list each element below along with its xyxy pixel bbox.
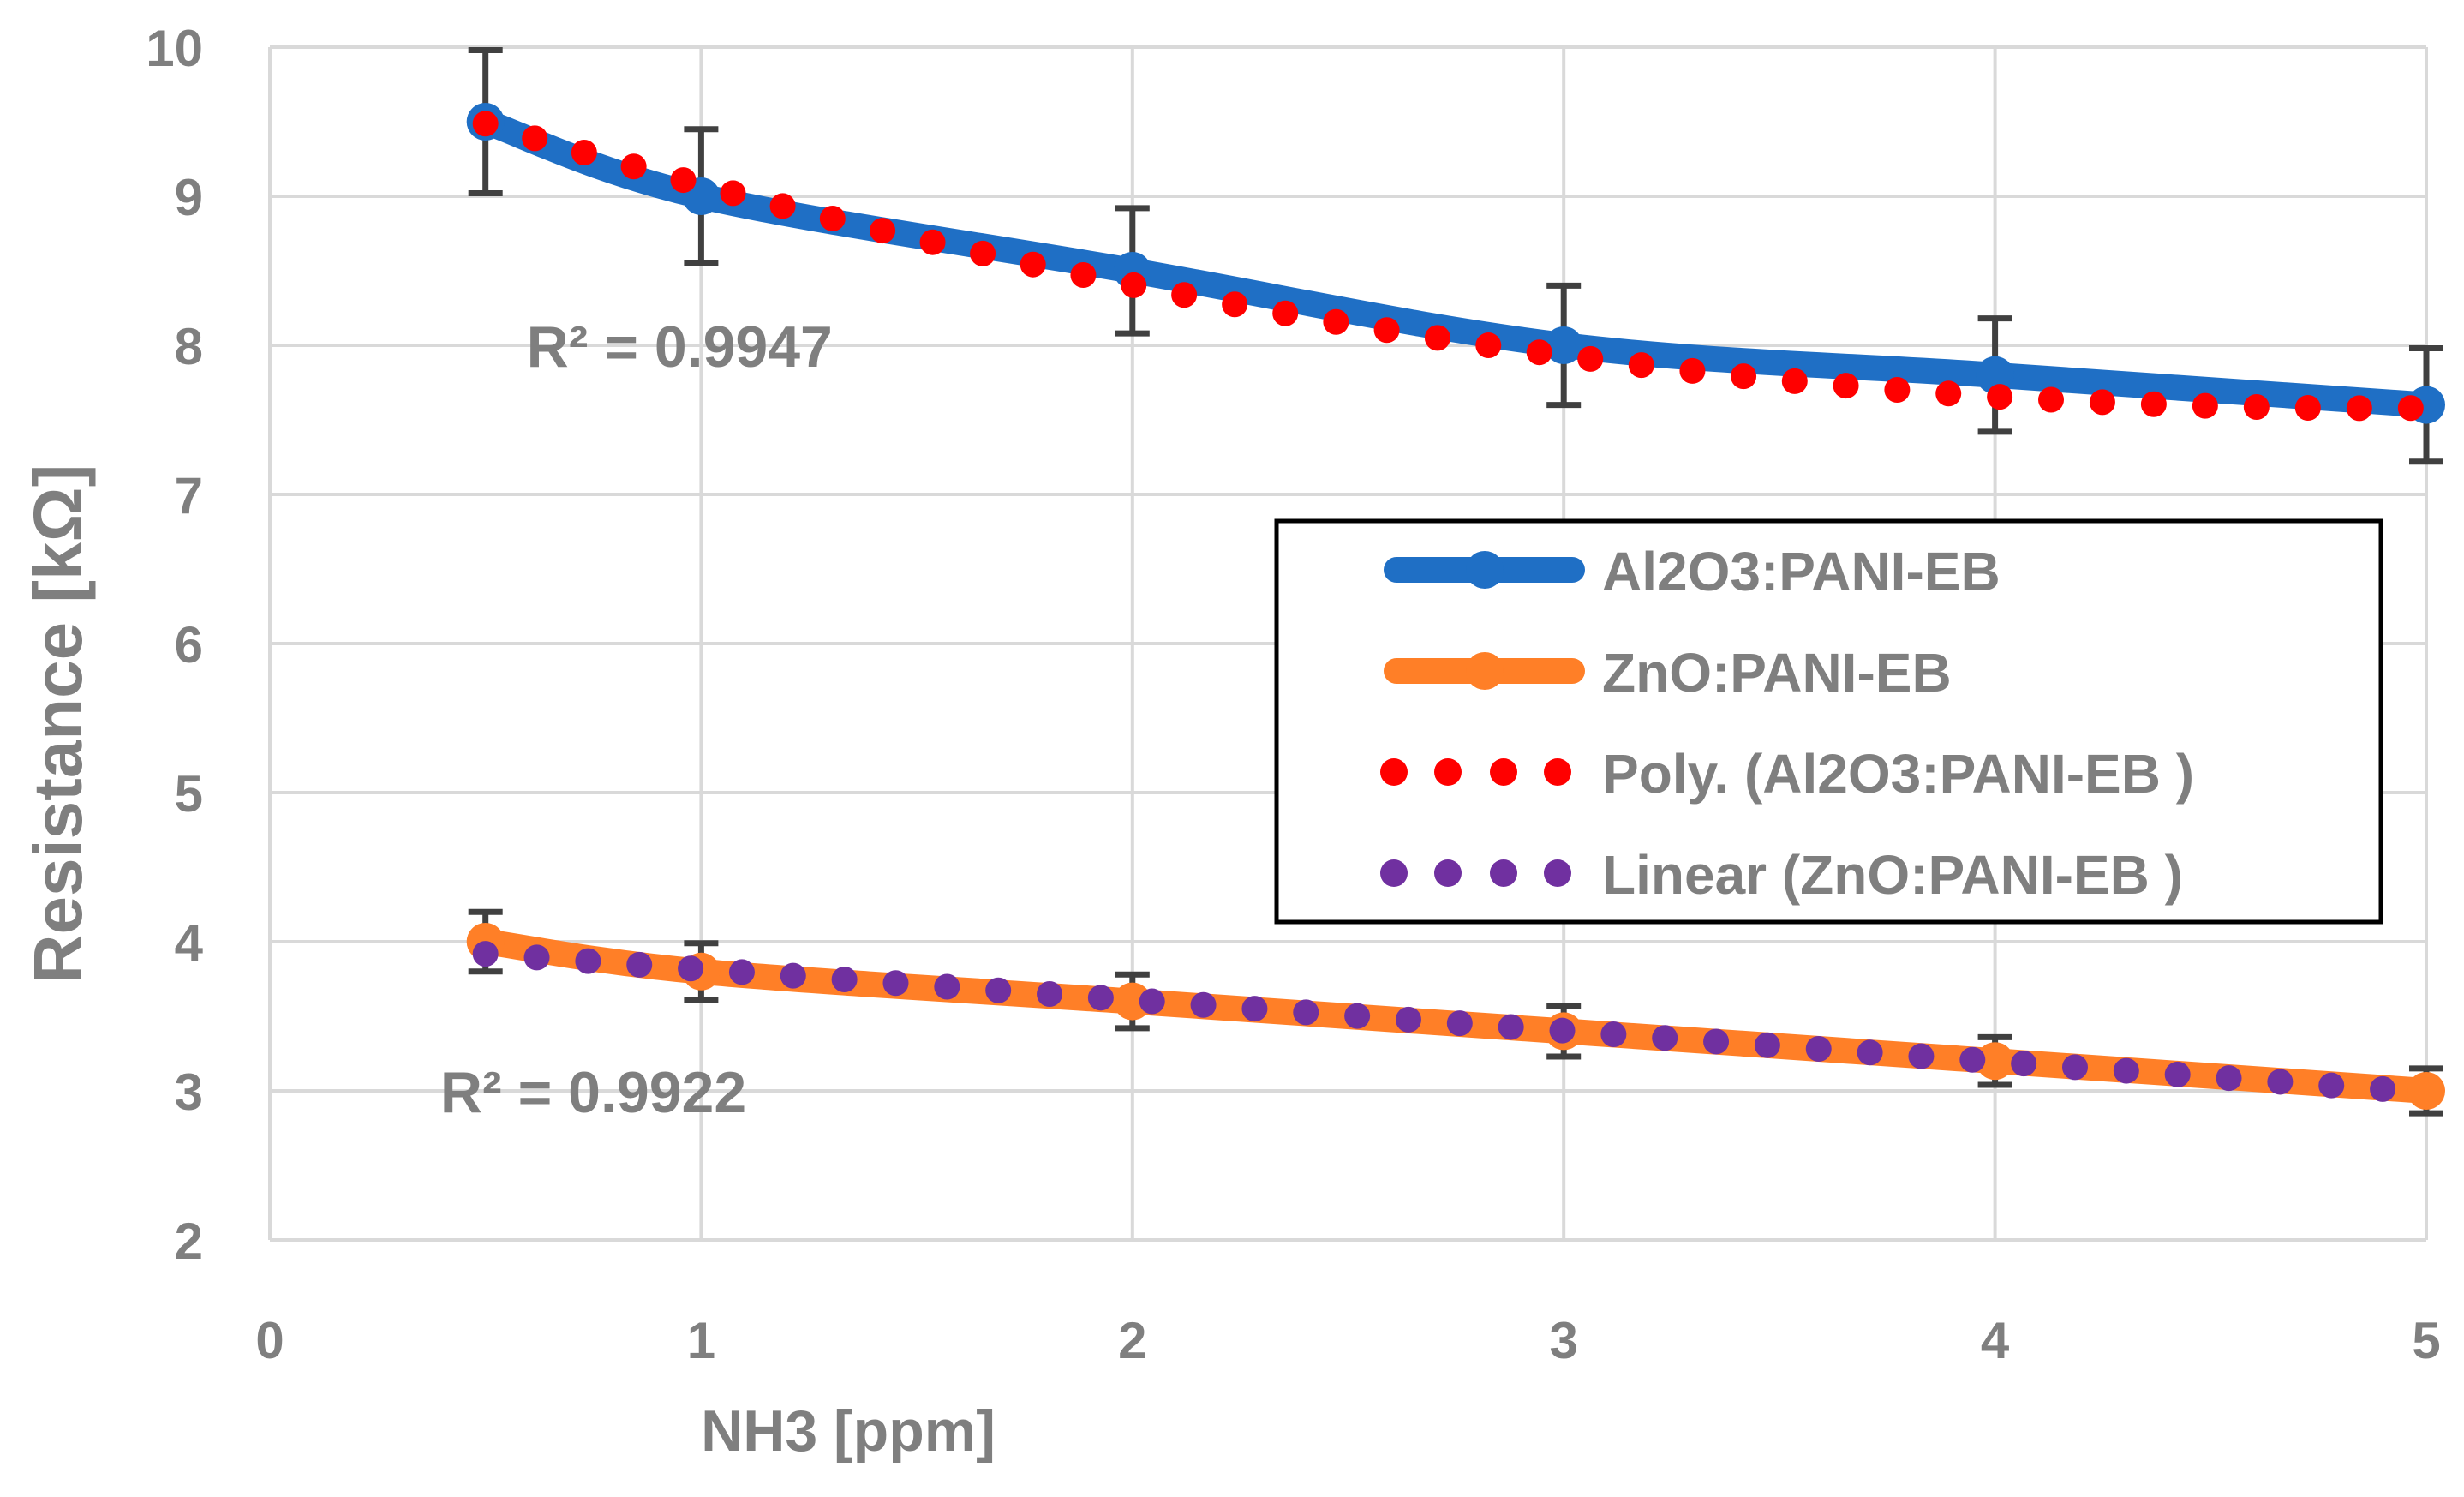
axes: 2 3 4 5 6 7 8 9 10 0 1 2 3 4 5 [146,20,2440,1369]
legend-item: Poly. (Al2O3:PANI-EB ) [1380,743,2194,805]
data-point [1976,356,2014,394]
data-point [1113,982,1151,1021]
legend-label: ZnO:PANI-EB [1602,642,1952,704]
legend-label: Linear (ZnO:PANI-EB ) [1602,844,2183,906]
y-tick-label: 2 [175,1213,203,1270]
legend-swatch-dot [1490,859,1517,887]
x-tick-label: 2 [1118,1312,1146,1369]
annotations: R² = 0.9947 R² = 0.9922 [440,314,833,1125]
data-point [2407,1072,2445,1110]
trendline-linear [472,941,2439,1105]
r2-zno: R² = 0.9922 [440,1060,746,1125]
x-tick-label: 0 [255,1312,284,1369]
legend-swatch-dot [1380,859,1408,887]
x-tick-label: 3 [1550,1312,1578,1369]
legend-item: Linear (ZnO:PANI-EB ) [1380,844,2183,906]
legend-swatch-dot [1434,758,1462,786]
x-tick-label: 5 [2412,1312,2440,1369]
x-tick-label: 4 [1981,1312,2010,1369]
legend-item: Al2O3:PANI-EB [1384,541,2001,602]
legend-label: Al2O3:PANI-EB [1602,541,2001,602]
y-tick-label: 4 [175,914,204,972]
y-tick-label: 9 [175,169,203,226]
grid [268,45,2428,1242]
y-tick-label: 10 [146,20,203,77]
data-point [1976,1042,2014,1081]
legend-swatch-marker [1466,551,1504,589]
y-tick-label: 3 [175,1063,203,1121]
legend-swatch-dot [1490,758,1517,786]
legend-swatch-dot [1544,758,1571,786]
legend-swatch-dot [1434,859,1462,887]
legend: Al2O3:PANI-EB ZnO:PANI-EB Poly. (Al2O3:PAN… [1274,518,2383,925]
legend-box [1274,518,2383,925]
legend-item: ZnO:PANI-EB [1384,642,1952,704]
y-tick-label: 5 [175,765,203,823]
legend-swatch-dot [1544,859,1571,887]
y-tick-label: 6 [175,616,203,674]
y-tick-label: 8 [175,318,203,375]
data-point [1545,326,1583,364]
legend-swatch-marker [1466,652,1504,690]
r2-al2o3: R² = 0.9947 [527,314,833,380]
plot-area [466,46,2445,1117]
x-tick-label: 1 [687,1312,715,1369]
trendline-poly2 [472,111,2439,422]
legend-swatch-dot [1380,758,1408,786]
y-axis-title: Resistance [kΩ] [20,464,96,985]
x-axis-title: NH3 [ppm] [701,1398,996,1464]
y-tick-label: 7 [175,467,203,524]
legend-label: Poly. (Al2O3:PANI-EB ) [1602,743,2194,805]
